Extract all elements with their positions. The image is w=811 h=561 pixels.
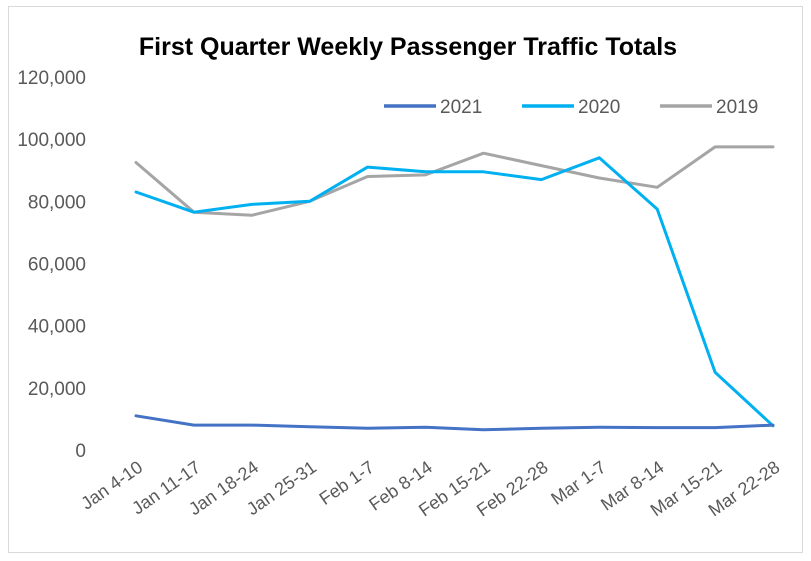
chart-title: First Quarter Weekly Passenger Traffic T… [139,33,677,61]
legend-label-2021: 2021 [440,97,482,118]
y-axis-ticks: 0 20,000 40,000 60,000 80,000 100,000 120,000 [17,68,86,462]
legend-label-2020: 2020 [578,97,620,118]
series-line-2021 [134,414,775,432]
legend: 2021 2020 2019 [384,97,758,118]
y-tick-label: 20,000 [28,379,86,400]
series-line-2020 [134,156,775,428]
y-tick-label: 60,000 [28,255,86,276]
chart-frame [8,6,803,553]
series-lines [134,145,775,432]
series-line-2019 [134,145,775,217]
y-tick-label: 80,000 [28,192,86,213]
legend-label-2019: 2019 [716,97,758,118]
y-tick-label: 40,000 [28,317,86,338]
y-tick-label: 120,000 [17,68,86,89]
y-tick-label: 0 [75,441,86,462]
y-tick-label: 100,000 [17,130,86,151]
